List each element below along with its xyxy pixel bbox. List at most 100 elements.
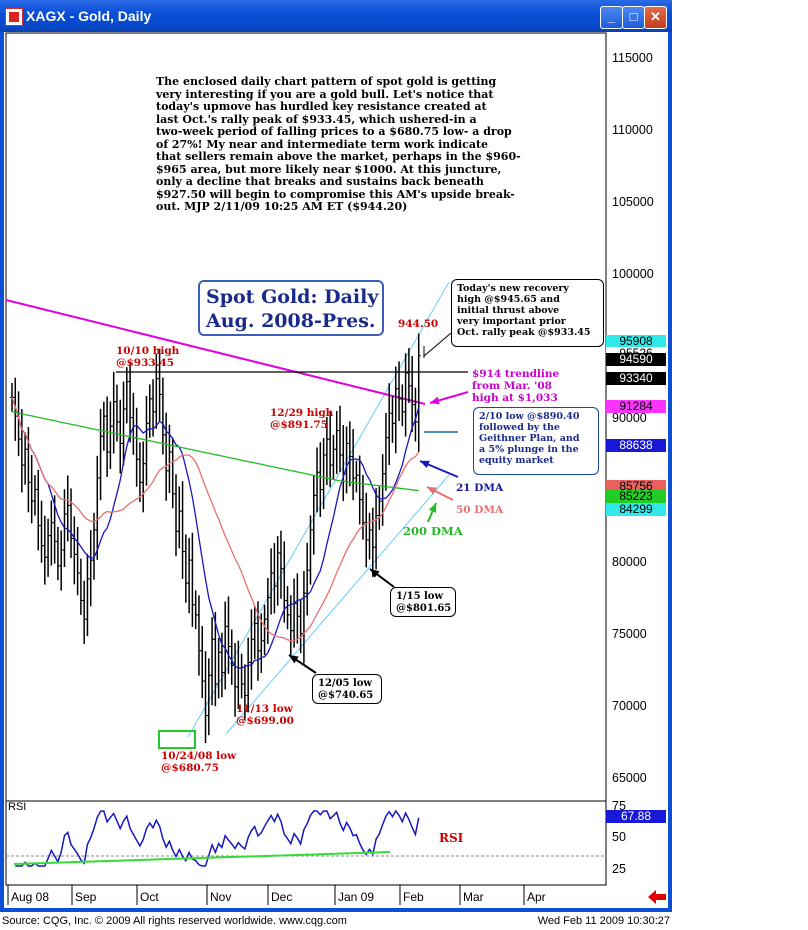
price-bar <box>252 606 257 659</box>
time-tick-label: Nov <box>210 890 232 904</box>
price-bar <box>397 361 402 422</box>
price-bar <box>265 577 270 644</box>
price-badge: 91284 <box>606 400 666 413</box>
price-bar <box>206 658 211 736</box>
price-bar <box>305 542 310 616</box>
price-bar <box>170 437 175 509</box>
source-credit: Source: CQG, Inc. © 2009 All rights rese… <box>2 915 347 927</box>
price-bar <box>36 469 41 551</box>
price-bar <box>137 442 142 502</box>
price-bar <box>111 371 116 454</box>
price-bar <box>124 367 129 424</box>
price-badge: 93340 <box>606 372 666 385</box>
price-bar <box>187 537 192 614</box>
price-badge: 88638 <box>606 439 666 452</box>
legend-200dma: 200 DMA <box>403 524 463 538</box>
time-tick-label: Oct <box>140 890 159 904</box>
price-badge: 85223 <box>606 490 666 503</box>
title-bar[interactable]: XAGX - Gold, Daily _ □ ✕ <box>0 0 672 32</box>
price-bar <box>370 507 375 578</box>
chart-title-box: Spot Gold: Daily Aug. 2008-Pres. <box>198 280 384 336</box>
time-tick-label: Mar <box>463 890 484 904</box>
trendline-914 <box>5 299 426 405</box>
time-tick-label: Aug 08 <box>11 890 50 904</box>
price-tick-label: 115000 <box>612 51 653 65</box>
ma-50-line <box>11 397 420 642</box>
window-frame-bottom <box>0 908 672 912</box>
price-bar <box>196 595 201 676</box>
price-tick-label: 105000 <box>612 195 654 209</box>
price-bar <box>118 399 123 474</box>
annotation-oct10-high: 10/10 high @$933.45 <box>116 345 180 369</box>
price-bar <box>377 486 382 530</box>
annotation-graphics <box>158 332 469 749</box>
trendline-arrow <box>429 391 469 405</box>
price-bar <box>203 651 208 743</box>
price-bar <box>315 447 320 513</box>
price-bar <box>400 384 405 427</box>
price-bar <box>98 408 103 501</box>
price-bar <box>246 637 251 713</box>
price-bar <box>216 637 221 699</box>
rsi-tick-50: 50 <box>612 830 626 844</box>
price-tick-label: 65000 <box>612 771 647 785</box>
time-tick-label: Sep <box>75 890 97 904</box>
price-bar <box>105 396 110 477</box>
price-bar <box>32 475 37 516</box>
ma-21-line <box>11 397 420 669</box>
legend-50dma: 50 DMA <box>456 504 504 516</box>
price-bar <box>367 512 372 560</box>
commentary-text: The enclosed daily chart pattern of spot… <box>156 75 521 213</box>
annotation-944: 944.50 <box>398 318 439 330</box>
dec05-arrow <box>288 654 317 674</box>
price-bar <box>101 401 106 451</box>
dma200-arrow <box>427 502 437 523</box>
price-bar <box>92 512 96 580</box>
callout-geithner: 2/10 low @$890.40 followed by the Geithn… <box>473 407 599 475</box>
legend-21dma: 21 DMA <box>456 482 504 494</box>
price-bar <box>49 500 54 566</box>
annotation-oct24-low: 10/24/08 low @$680.75 <box>161 750 237 774</box>
price-channel <box>5 281 468 738</box>
rsi-current-value: 67.88 <box>606 810 666 823</box>
scroll-arrow-icon[interactable] <box>648 890 666 904</box>
recovery-pointer <box>423 332 452 357</box>
price-bar <box>134 407 139 487</box>
price-bar <box>410 355 415 432</box>
price-bar <box>75 527 80 596</box>
dma21-arrow <box>419 460 459 478</box>
price-bar <box>164 412 169 501</box>
price-bar <box>19 409 24 493</box>
price-bar <box>374 488 379 570</box>
price-bar <box>269 548 274 615</box>
annotation-nov13-low: 11/13 low @$699.00 <box>236 703 294 727</box>
price-bar <box>360 474 365 540</box>
annotation-trendline: $914 trendline from Mar. '08 high at $1,… <box>472 368 560 404</box>
price-bar <box>262 604 267 656</box>
rsi-tick-25: 25 <box>612 862 626 876</box>
time-tick-label: Apr <box>527 890 546 904</box>
rsi-series-label: RSI <box>439 831 464 845</box>
moving-average-lines <box>11 397 420 669</box>
price-bar <box>403 353 408 437</box>
price-bar <box>393 366 398 454</box>
app-icon[interactable] <box>5 8 23 26</box>
price-bar <box>219 632 224 698</box>
price-bar <box>383 412 388 491</box>
price-bar <box>223 601 228 690</box>
price-bar <box>390 396 395 443</box>
price-tick-label: 100000 <box>612 267 654 281</box>
timestamp: Wed Feb 11 2009 10:30:27 <box>537 915 670 927</box>
rsi-panel-frame <box>5 800 607 886</box>
close-button[interactable]: ✕ <box>644 6 667 29</box>
price-bar <box>69 488 74 559</box>
price-bar <box>177 486 182 549</box>
price-badge: 94590 <box>606 353 666 366</box>
chart-subtitle: Aug. 2008-Pres. <box>206 310 376 332</box>
callout-dec05-low: 12/05 low @$740.65 <box>312 674 382 704</box>
price-bar <box>275 535 280 606</box>
price-bar <box>406 348 411 403</box>
price-tick-label: 75000 <box>612 627 647 641</box>
price-bar <box>249 609 254 690</box>
